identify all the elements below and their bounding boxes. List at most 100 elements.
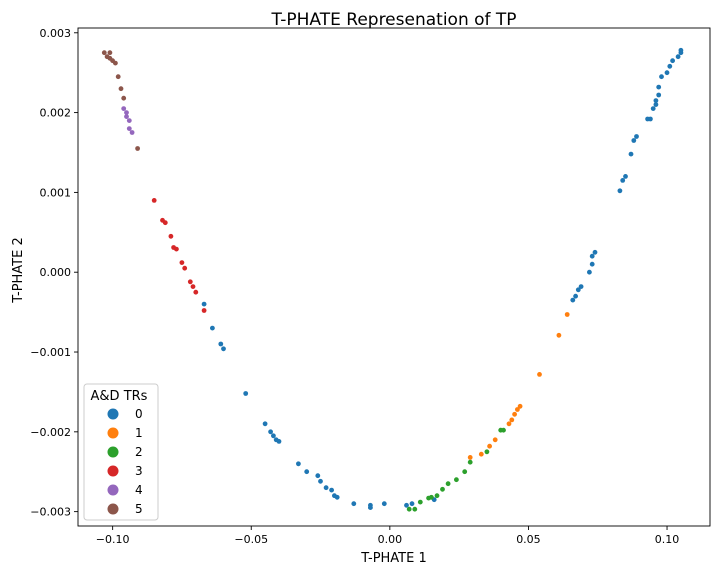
scatter-point-series-0 <box>381 501 387 507</box>
scatter-point-series-1 <box>478 451 484 457</box>
y-axis-label: T-PHATE 2 <box>11 237 26 304</box>
scatter-point-series-2 <box>412 506 418 512</box>
scatter-point-series-0 <box>656 92 662 98</box>
y-tick-label: 0.003 <box>40 27 72 40</box>
scatter-point-series-3 <box>201 308 207 313</box>
scatter-point-series-2 <box>434 493 440 499</box>
scatter-point-series-0 <box>404 502 409 508</box>
scatter-point-series-0 <box>351 501 357 507</box>
scatter-point-series-0 <box>368 505 373 510</box>
scatter-point-series-5 <box>135 146 141 151</box>
scatter-point-series-4 <box>129 130 135 135</box>
scatter-point-series-1 <box>515 407 520 412</box>
scatter-point-series-3 <box>168 233 174 239</box>
scatter-point-series-1 <box>487 443 492 449</box>
legend-label-0: 0 <box>135 407 143 421</box>
scatter-point-series-1 <box>556 332 562 338</box>
scatter-point-series-0 <box>670 58 675 64</box>
scatter-point-series-1 <box>517 403 523 409</box>
legend-label-1: 1 <box>135 426 143 440</box>
scatter-point-series-0 <box>573 293 578 299</box>
scatter-point-series-0 <box>587 269 592 275</box>
legend-label-2: 2 <box>135 445 143 459</box>
scatter-point-series-0 <box>653 98 659 103</box>
scatter-point-series-3 <box>182 265 188 271</box>
scatter-point-series-0 <box>262 421 268 427</box>
scatter-point-series-0 <box>589 261 595 267</box>
x-tick-label: 0.05 <box>516 533 541 546</box>
legend-marker-3 <box>107 465 119 477</box>
chart-title: T-PHATE Represenation of TP <box>270 10 516 30</box>
scatter-point-series-0 <box>656 84 662 90</box>
legend: A&D TRs 0 1 2 3 4 5 <box>83 383 159 521</box>
y-tick-label: −0.002 <box>30 426 71 439</box>
x-tick-label: −0.05 <box>234 533 268 546</box>
legend-label-5: 5 <box>135 502 143 516</box>
scatter-point-series-0 <box>304 469 310 475</box>
scatter-point-series-0 <box>268 429 273 435</box>
scatter-point-series-1 <box>509 417 515 423</box>
plot-frame <box>77 27 711 527</box>
scatter-point-series-0 <box>221 346 226 352</box>
scatter-point-series-2 <box>467 459 473 465</box>
scatter-point-series-0 <box>634 134 639 139</box>
scatter-point-series-2 <box>462 469 468 475</box>
scatter-point-series-0 <box>243 391 249 396</box>
y-tick-label: −0.001 <box>30 346 71 359</box>
x-tick-label: 0.10 <box>655 533 680 546</box>
scatter-point-series-1 <box>506 421 512 427</box>
scatter-point-series-3 <box>179 260 185 265</box>
scatter-point-series-4 <box>121 106 127 111</box>
scatter-point-series-0 <box>653 102 659 107</box>
scatter-point-series-2 <box>484 449 490 455</box>
scatter-point-series-5 <box>115 74 121 80</box>
scatter-point-series-0 <box>575 287 581 293</box>
scatter-point-series-0 <box>409 501 415 507</box>
scatter-point-series-1 <box>564 312 570 317</box>
legend-marker-5 <box>107 503 119 515</box>
scatter-point-series-0 <box>648 116 653 122</box>
scatter-point-series-0 <box>675 54 681 60</box>
legend-label-3: 3 <box>135 464 143 478</box>
scatter-point-series-0 <box>620 178 626 183</box>
y-tick-label: −0.003 <box>30 506 71 519</box>
scatter-point-series-5 <box>118 86 124 92</box>
scatter-point-series-2 <box>445 481 451 487</box>
scatter-point-series-0 <box>678 47 684 53</box>
scatter-point-series-4 <box>124 110 129 115</box>
scatter-point-series-2 <box>440 486 445 492</box>
scatter-point-series-5 <box>113 60 118 66</box>
scatter-point-series-0 <box>631 138 637 143</box>
scatter-point-series-4 <box>126 118 132 123</box>
legend-frame <box>83 383 159 521</box>
scatter-point-series-2 <box>426 495 431 501</box>
scatter-point-series-4 <box>126 126 132 131</box>
legend-marker-1 <box>107 427 119 439</box>
scatter-point-series-3 <box>174 246 179 252</box>
legend-label-4: 4 <box>135 483 143 497</box>
scatter-point-series-0 <box>329 487 334 493</box>
scatter-point-series-3 <box>187 279 193 285</box>
scatter-point-series-0 <box>578 284 584 289</box>
scatter-point-series-0 <box>664 70 670 76</box>
legend-marker-2 <box>107 446 119 458</box>
scatter-point-series-0 <box>659 74 664 80</box>
scatter-point-series-2 <box>406 506 412 512</box>
scatter-point-series-0 <box>570 297 576 303</box>
y-tick-label: 0.000 <box>40 266 72 279</box>
scatter-point-series-0 <box>623 174 628 179</box>
scatter-point-series-0 <box>650 106 656 111</box>
scatter-point-series-0 <box>589 253 595 259</box>
scatter-point-series-0 <box>334 494 340 500</box>
x-tick-label: 0.00 <box>378 533 403 546</box>
scatter-point-series-1 <box>467 455 473 460</box>
scatter-point-series-1 <box>492 437 498 443</box>
scatter-point-series-2 <box>417 499 423 505</box>
scatter-point-series-0 <box>271 433 276 439</box>
legend-marker-0 <box>107 408 119 420</box>
y-tick-label: 0.002 <box>40 107 72 120</box>
scatter-point-series-0 <box>276 439 282 444</box>
scatter-point-series-2 <box>454 477 459 483</box>
scatter-point-series-0 <box>628 151 634 157</box>
